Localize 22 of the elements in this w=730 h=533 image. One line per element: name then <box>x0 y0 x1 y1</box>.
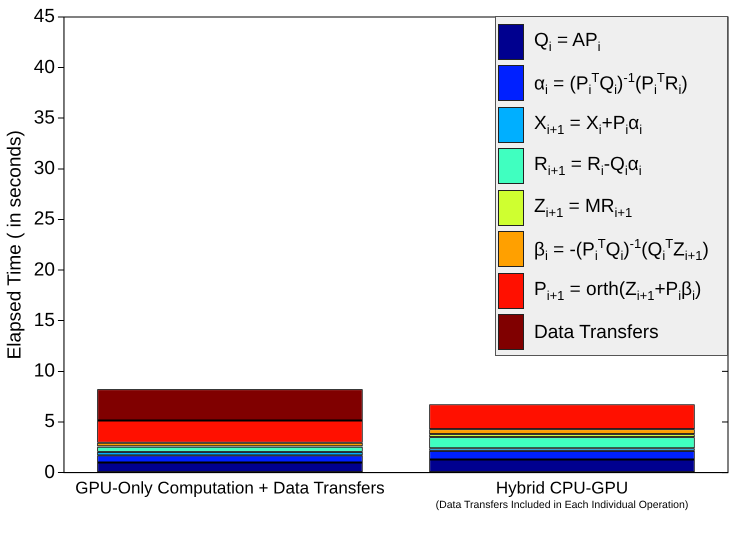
y-tick-label: 5 <box>44 411 55 432</box>
y-tick-label: 40 <box>34 56 55 78</box>
text: P$_{i+1}$ = orth(Z$_{i+1}$+P$_{i}$β$_{i}$) <box>534 278 702 303</box>
x-tick-label: GPU-Only Computation + Data Transfers <box>75 478 385 498</box>
text: α$_{i}$ = (P$_{i}$$^{T}$Q$_{i}$)$^{-1}$(P$_{i}$$^{T}$R$_{i}$) <box>534 70 688 97</box>
y-tick-label: 35 <box>34 107 55 128</box>
y-tick-label: 0 <box>44 462 55 483</box>
legend-label: Q$_{i}$ = AP$_{i}$ <box>534 30 601 54</box>
y-tick-label: 10 <box>34 360 55 382</box>
y-tick-label: 15 <box>34 310 55 331</box>
legend-label: X$_{i+1}$ = X$_{i}$+P$_{i}$α$_{i}$ <box>534 112 642 137</box>
x-tick-label: Hybrid CPU-GPU <box>496 478 628 498</box>
y-tick-label: 30 <box>34 158 55 180</box>
legend-label: Data Transfers <box>534 322 659 343</box>
text: (Data Transfers Included in Each Individual Operation) <box>436 498 688 511</box>
y-tick-label: 20 <box>34 259 55 280</box>
text: β$_{i}$ = -(P$_{i}$$^{T}$Q$_{i}$)$^{-1}$(Q$_{i}$$^{T}$Z$_{i+1}$) <box>534 236 709 263</box>
y-axis-title: Elapsed Time ( in seconds) <box>4 130 26 360</box>
legend-label: R$_{i+1}$ = R$_{i}$-Q$_{i}$α$_{i}$ <box>534 154 642 178</box>
y-tick-label: 45 <box>34 6 55 28</box>
legend-label: Z$_{i+1}$ = MR$_{i+1}$ <box>534 196 632 220</box>
y-tick-label: 25 <box>34 208 55 230</box>
